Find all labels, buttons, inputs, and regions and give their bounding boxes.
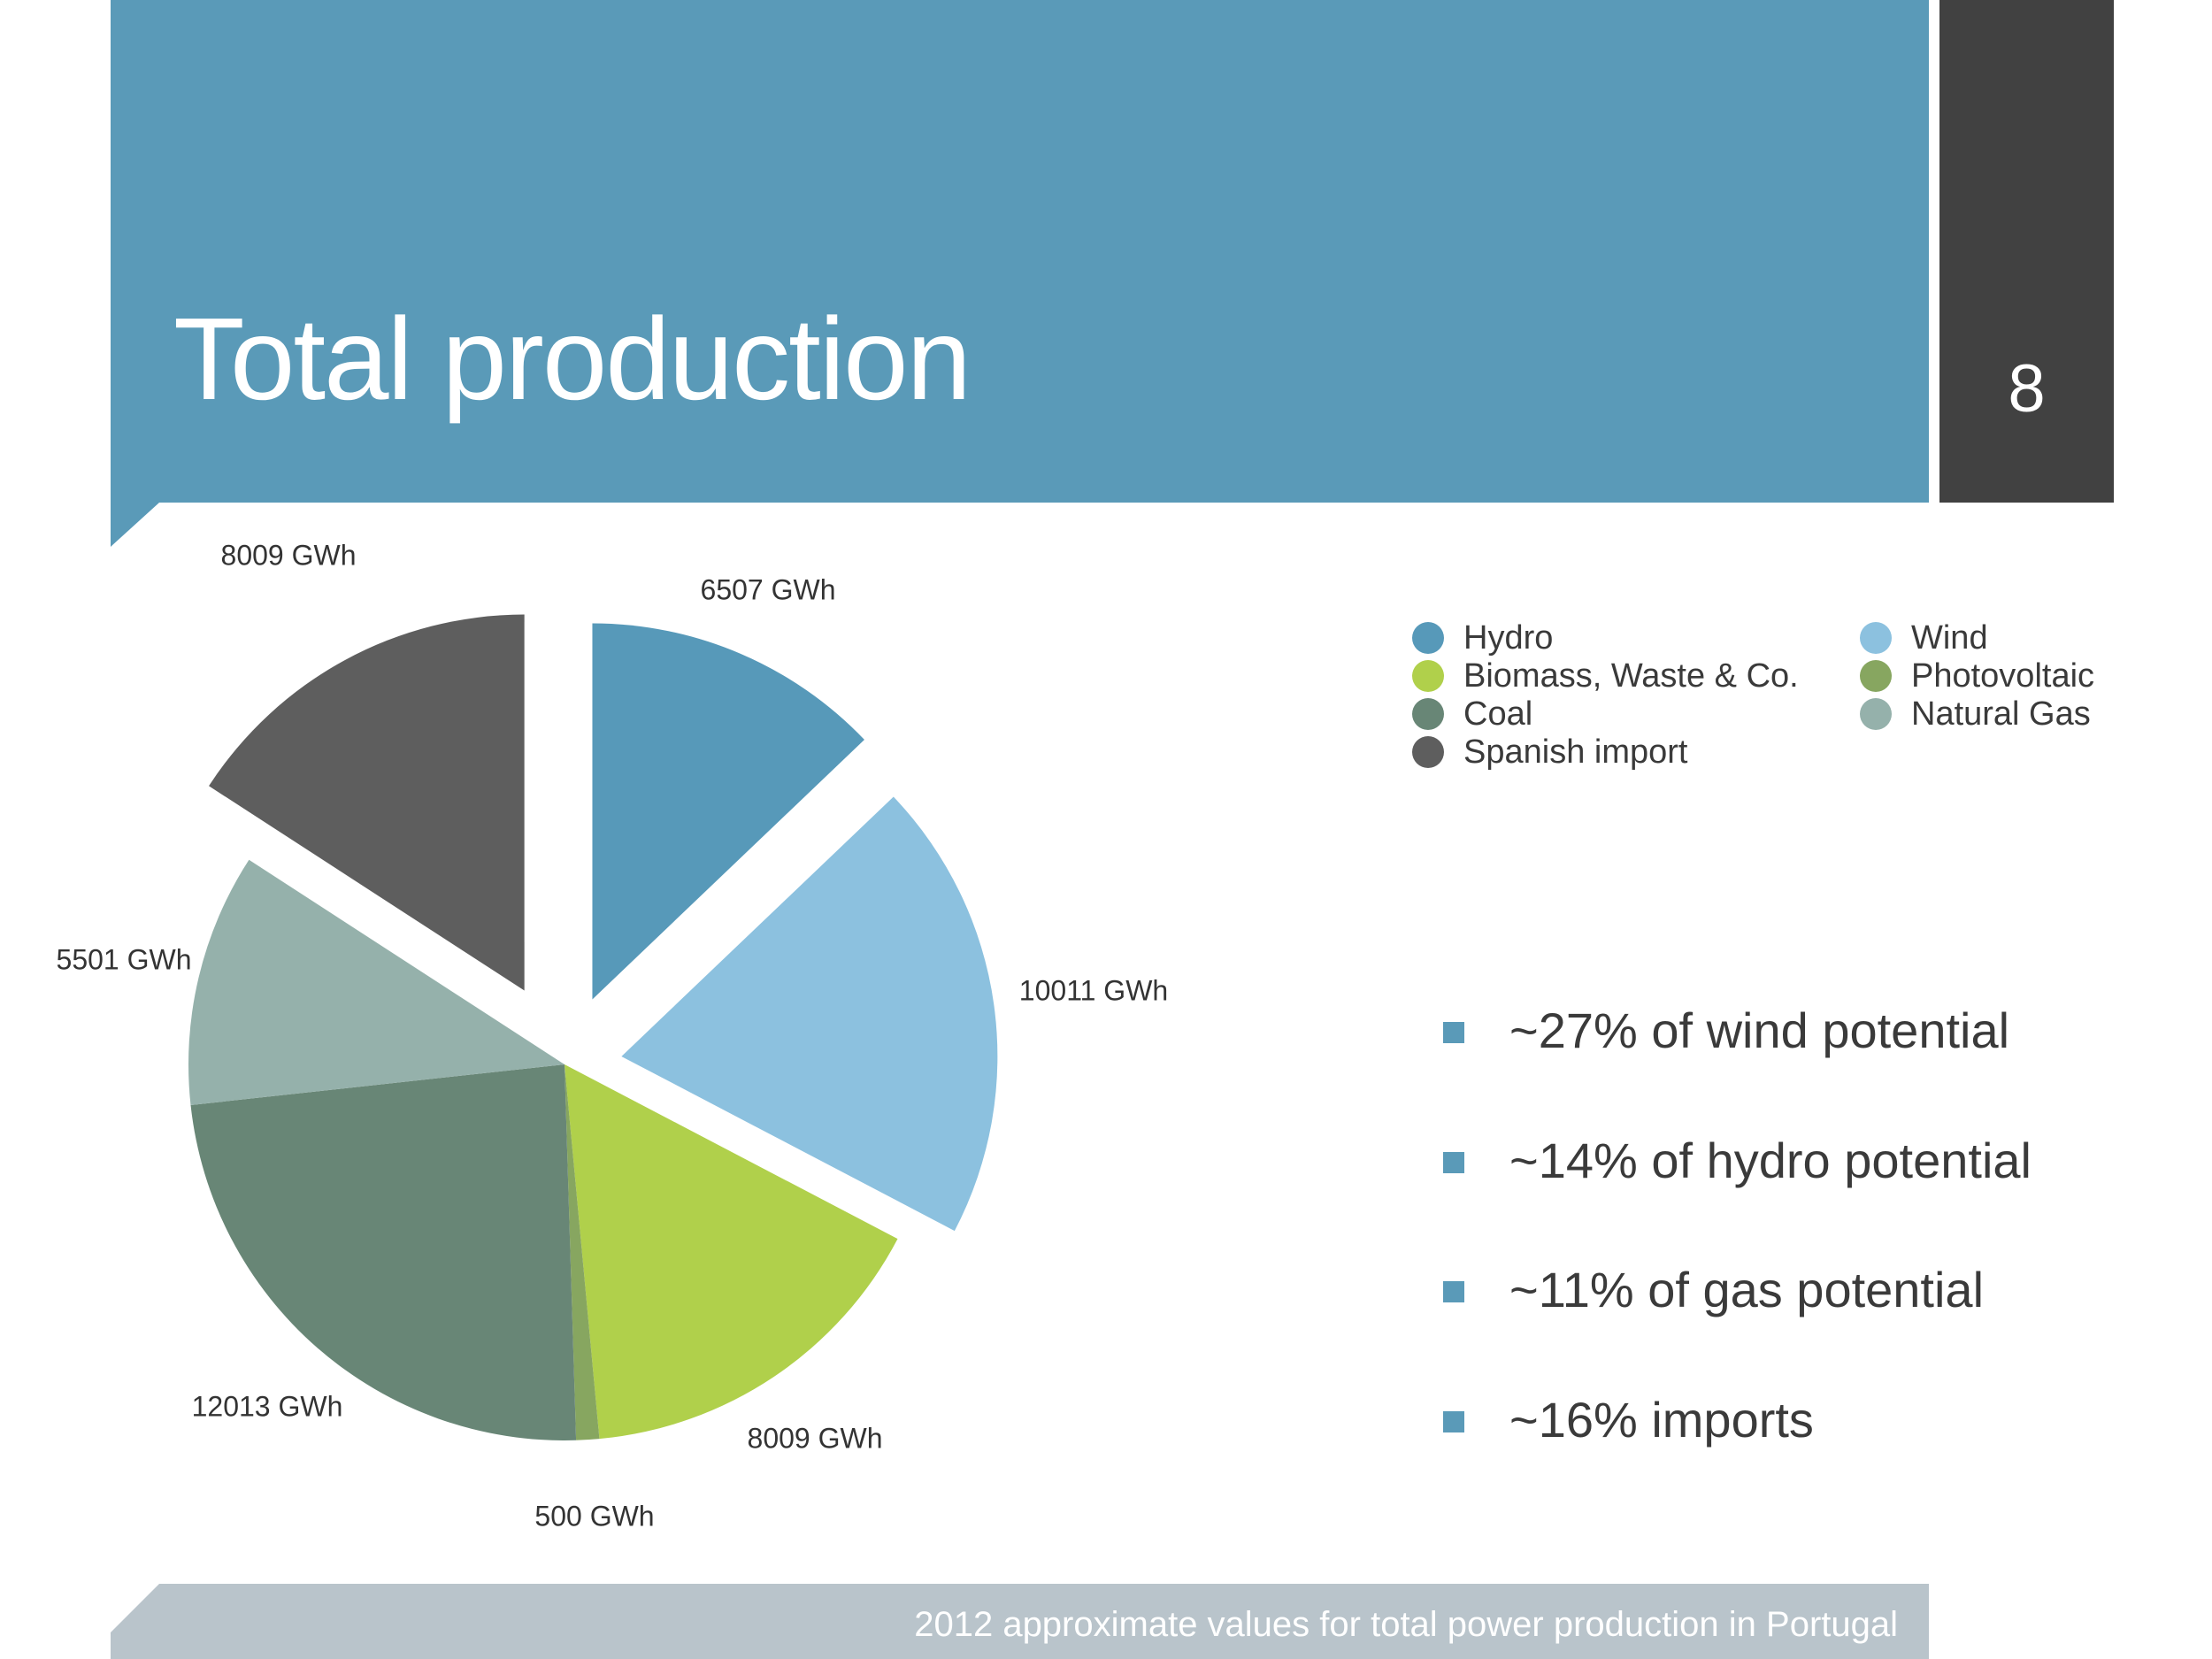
pie-slice-wind — [621, 796, 998, 1232]
legend-swatch-photovoltaic — [1860, 660, 1892, 692]
legend-label-biomass: Biomass, Waste & Co. — [1463, 657, 1799, 695]
footer-band — [111, 1584, 1929, 1659]
bullet-square-icon — [1443, 1152, 1464, 1173]
legend-swatch-spanish-import — [1412, 736, 1444, 768]
pie-slice-coal — [190, 1064, 577, 1440]
pie-label: 8009 GWh — [221, 539, 357, 571]
pie-slice-biomass-waste-co — [565, 1064, 898, 1440]
pie-slice-spanish-import — [209, 614, 525, 991]
legend-swatch-natural-gas — [1860, 698, 1892, 730]
legend-label-spanish-import: Spanish import — [1463, 733, 1688, 771]
page-number-box: 8 — [1939, 0, 2114, 503]
header-notch — [111, 503, 159, 547]
pie-slice-hydro — [592, 623, 864, 1000]
bullet-item: ~16% imports — [1438, 1389, 2163, 1451]
legend-label-hydro: Hydro — [1463, 619, 1554, 657]
pie-slice-natural-gas — [188, 859, 565, 1106]
legend-swatch-biomass — [1412, 660, 1444, 692]
page-number: 8 — [2008, 351, 2046, 426]
bullet-square-icon — [1443, 1281, 1464, 1302]
pie-label: 6507 GWh — [701, 573, 836, 605]
bullet-item: ~11% of gas potential — [1438, 1259, 2163, 1321]
pie-label: 8009 GWh — [748, 1422, 883, 1454]
pie-slice-photovoltaic — [565, 1064, 600, 1440]
slide-title: Total production — [173, 294, 972, 424]
bullet-item: ~27% of wind potential — [1438, 1000, 2163, 1062]
bullet-square-icon — [1443, 1022, 1464, 1043]
legend-label-wind: Wind — [1911, 619, 1988, 657]
pie-label: 5501 GWh — [57, 943, 192, 975]
bullet-text: ~14% of hydro potential — [1509, 1133, 2032, 1188]
legend-swatch-wind — [1860, 622, 1892, 654]
pie-label: 10011 GWh — [1019, 974, 1168, 1006]
pie-label: 500 GWh — [534, 1500, 654, 1532]
bullet-text: ~27% of wind potential — [1509, 1002, 2010, 1058]
footer-caption: 2012 approximate values for total power … — [914, 1605, 1898, 1644]
legend-label-natural-gas: Natural Gas — [1911, 695, 2091, 733]
header-band — [111, 0, 1929, 503]
bullet-text: ~11% of gas potential — [1509, 1262, 1985, 1317]
legend-swatch-coal — [1412, 698, 1444, 730]
bullet-item: ~14% of hydro potential — [1438, 1130, 2163, 1192]
legend-label-photovoltaic: Photovoltaic — [1911, 657, 2095, 695]
pie-label: 12013 GWh — [192, 1390, 343, 1422]
bullet-text: ~16% imports — [1509, 1392, 1814, 1448]
legend-label-coal: Coal — [1463, 695, 1533, 733]
bullet-square-icon — [1443, 1411, 1464, 1432]
chart-legend: Hydro Biomass, Waste & Co. Coal Spanish … — [1412, 619, 2138, 779]
legend-swatch-hydro — [1412, 622, 1444, 654]
